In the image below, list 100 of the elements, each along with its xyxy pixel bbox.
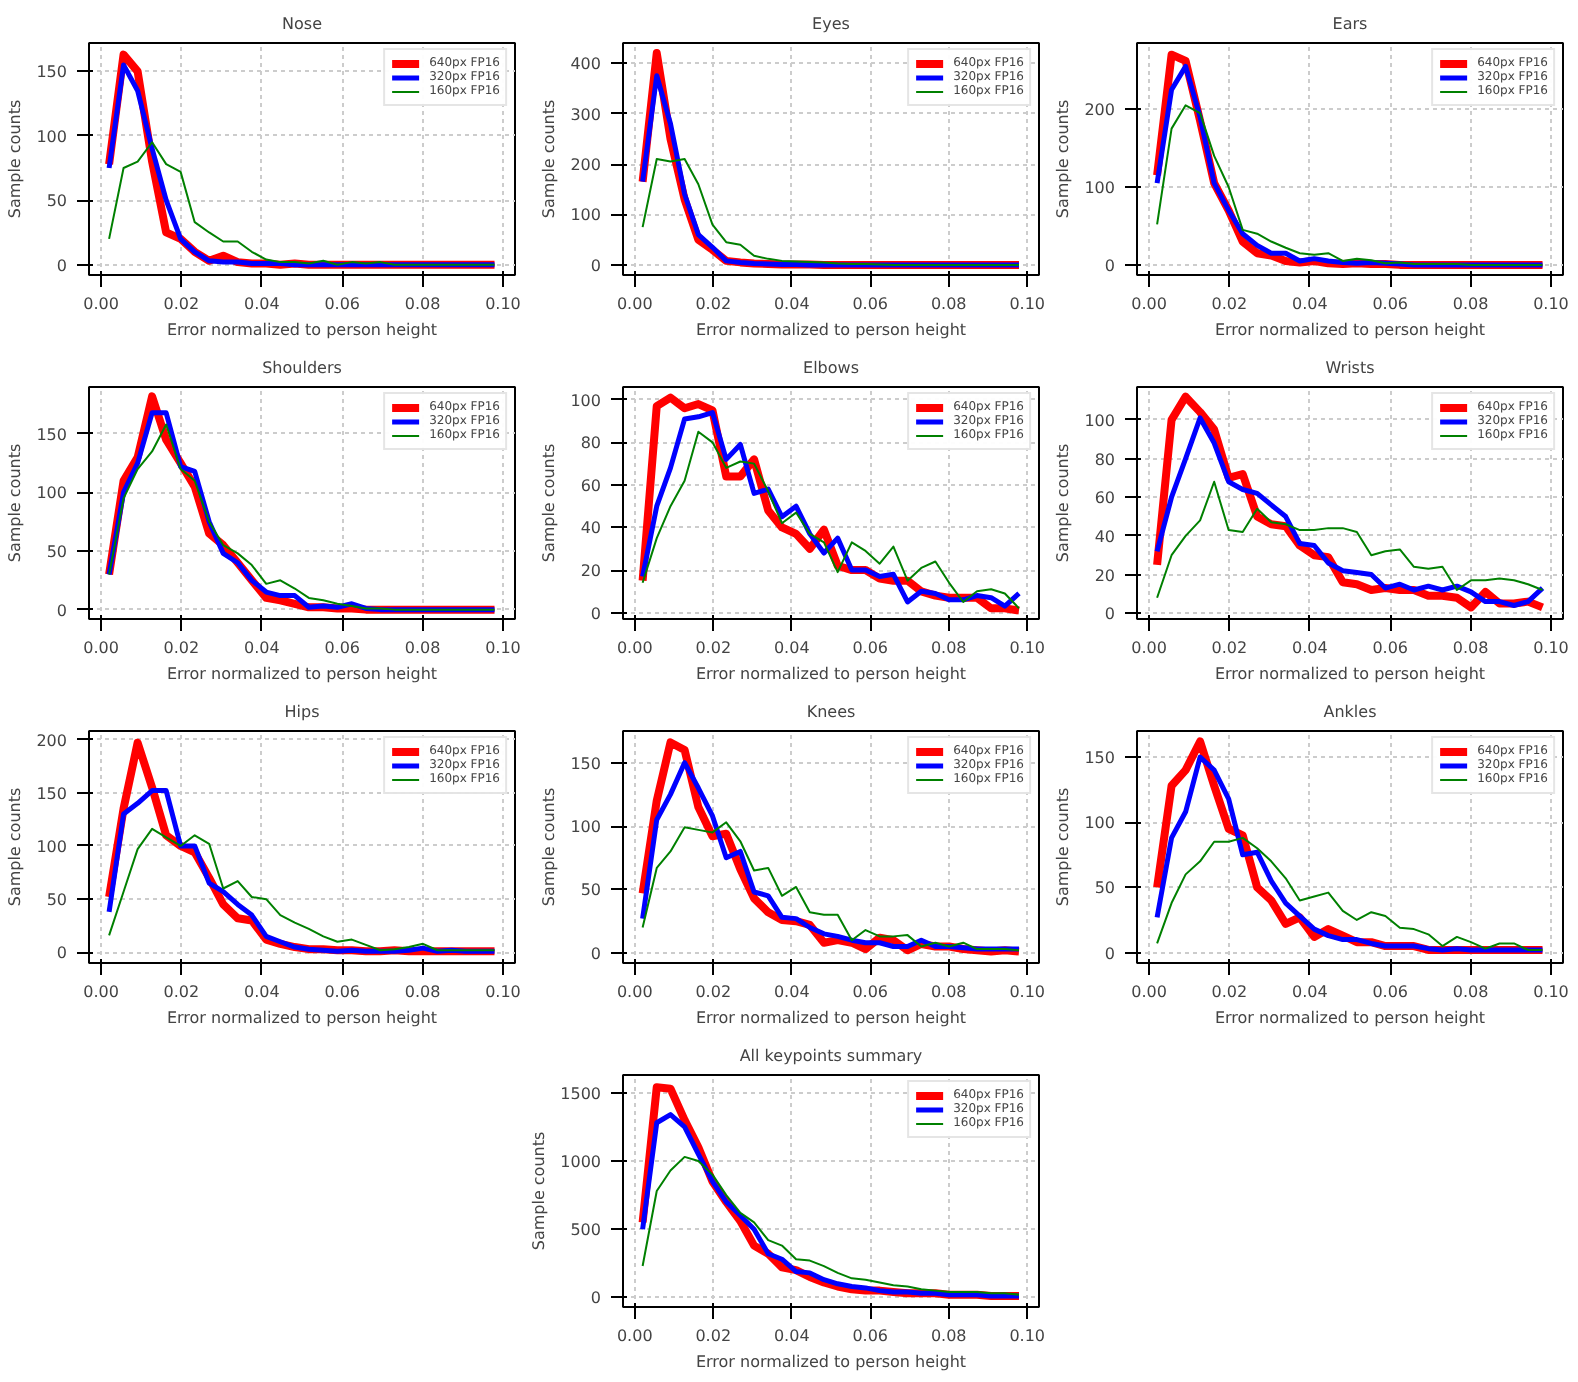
x-tick-label: 0.06 — [324, 983, 360, 1001]
y-tick-label: 150 — [1084, 749, 1116, 768]
y-tick-label: 100 — [36, 127, 68, 146]
x-tick-label: 0.02 — [695, 1327, 732, 1345]
x-tick-label: 0.06 — [1372, 295, 1408, 313]
x-tick-label: 0.00 — [83, 295, 119, 313]
y-axis-title: Sample counts — [540, 443, 559, 563]
x-tick-label: 0.04 — [1292, 295, 1328, 313]
y-tick-label: 0 — [56, 256, 68, 275]
chart-title: Ears — [1332, 15, 1368, 33]
x-tick-label: 0.00 — [616, 295, 653, 313]
x-tick-label: 0.00 — [1131, 295, 1167, 313]
y-axis-title: Sample counts — [530, 1131, 549, 1251]
x-tick-label: 0.06 — [852, 639, 889, 657]
y-axis-title: Sample counts — [1054, 99, 1073, 219]
x-axis-title: Error normalized to person height — [695, 665, 967, 683]
y-tick-label: 400 — [570, 55, 602, 74]
y-axis-title: Sample counts — [540, 99, 559, 219]
x-tick-label: 0.00 — [616, 1327, 653, 1345]
x-tick-label: 0.00 — [83, 639, 119, 657]
y-tick-label: 20 — [1094, 566, 1116, 585]
x-tick-label: 0.08 — [404, 295, 441, 313]
x-tick-label: 0.08 — [1452, 639, 1489, 657]
y-tick-label: 100 — [570, 818, 602, 837]
y-tick-label: 100 — [36, 837, 68, 856]
y-tick-label: 1500 — [560, 1084, 601, 1103]
y-tick-label: 150 — [570, 754, 602, 773]
x-tick-label: 0.02 — [163, 983, 200, 1001]
y-tick-label: 100 — [36, 484, 68, 503]
x-tick-label: 0.00 — [1131, 639, 1167, 657]
x-tick-label: 0.08 — [404, 639, 441, 657]
x-tick-label: 0.04 — [1292, 983, 1328, 1001]
x-tick-label: 0.08 — [930, 639, 967, 657]
chart-title: All keypoints summary — [739, 1047, 923, 1065]
x-tick-label: 0.06 — [852, 295, 889, 313]
y-tick-label: 200 — [1084, 101, 1116, 120]
x-tick-label: 0.10 — [485, 295, 521, 313]
x-tick-label: 0.10 — [1009, 1327, 1046, 1345]
x-tick-label: 0.06 — [324, 639, 360, 657]
x-tick-label: 0.00 — [616, 639, 653, 657]
x-axis-title: Error normalized to person height — [695, 1353, 967, 1371]
x-tick-label: 0.08 — [930, 1327, 967, 1345]
x-tick-label: 0.02 — [695, 295, 732, 313]
y-tick-label: 0 — [590, 256, 602, 275]
x-tick-label: 0.06 — [324, 295, 360, 313]
x-tick-label: 0.04 — [773, 295, 810, 313]
y-tick-label: 100 — [1084, 411, 1116, 430]
y-axis-title: Sample counts — [6, 787, 25, 907]
y-tick-label: 40 — [580, 519, 602, 538]
y-axis-title: Sample counts — [6, 99, 25, 219]
y-tick-label: 50 — [1094, 879, 1116, 898]
y-tick-label: 0 — [56, 944, 68, 963]
y-tick-label: 60 — [580, 476, 602, 495]
chart-title: Wrists — [1325, 359, 1375, 377]
y-tick-label: 200 — [570, 156, 602, 175]
x-tick-label: 0.04 — [244, 295, 280, 313]
y-tick-label: 20 — [580, 562, 602, 581]
y-tick-label: 50 — [46, 192, 68, 211]
x-tick-label: 0.08 — [404, 983, 441, 1001]
y-tick-label: 100 — [570, 206, 602, 225]
x-tick-label: 0.10 — [485, 983, 521, 1001]
y-tick-label: 0 — [1104, 605, 1116, 624]
x-tick-label: 0.04 — [1292, 639, 1328, 657]
y-tick-label: 80 — [580, 434, 602, 453]
y-tick-label: 0 — [56, 601, 68, 620]
y-tick-label: 100 — [570, 391, 602, 410]
x-tick-label: 0.10 — [485, 639, 521, 657]
x-axis-title: Error normalized to person height — [1214, 321, 1486, 339]
y-tick-label: 40 — [1094, 527, 1116, 546]
x-tick-label: 0.00 — [616, 983, 653, 1001]
x-tick-label: 0.02 — [695, 639, 732, 657]
x-tick-label: 0.02 — [163, 295, 200, 313]
x-tick-label: 0.06 — [852, 983, 889, 1001]
x-tick-label: 0.10 — [1533, 983, 1569, 1001]
x-tick-label: 0.04 — [773, 639, 810, 657]
chart-title: Nose — [282, 15, 323, 33]
x-axis-title: Error normalized to person height — [166, 1009, 438, 1027]
x-tick-label: 0.08 — [1452, 295, 1489, 313]
x-tick-label: 0.00 — [1131, 983, 1167, 1001]
x-tick-label: 0.02 — [163, 639, 200, 657]
x-axis-title: Error normalized to person height — [1214, 1009, 1486, 1027]
x-tick-label: 0.10 — [1533, 295, 1569, 313]
x-tick-label: 0.04 — [244, 639, 280, 657]
x-tick-label: 0.02 — [1211, 295, 1248, 313]
y-tick-label: 100 — [1084, 179, 1116, 198]
x-tick-label: 0.06 — [1372, 639, 1408, 657]
y-axis-title: Sample counts — [6, 443, 25, 563]
x-tick-label: 0.10 — [1009, 983, 1046, 1001]
x-tick-label: 0.00 — [83, 983, 119, 1001]
y-tick-label: 150 — [36, 63, 68, 82]
y-tick-label: 0 — [1104, 944, 1116, 963]
x-tick-label: 0.08 — [1452, 983, 1489, 1001]
chart-title: Elbows — [803, 359, 859, 377]
x-axis-title: Error normalized to person height — [1214, 665, 1486, 683]
y-axis-title: Sample counts — [1054, 787, 1073, 907]
y-tick-label: 0 — [590, 1289, 602, 1308]
y-tick-label: 60 — [1094, 489, 1116, 508]
x-tick-label: 0.02 — [1211, 983, 1248, 1001]
y-tick-label: 50 — [46, 891, 68, 910]
x-tick-label: 0.04 — [773, 983, 810, 1001]
